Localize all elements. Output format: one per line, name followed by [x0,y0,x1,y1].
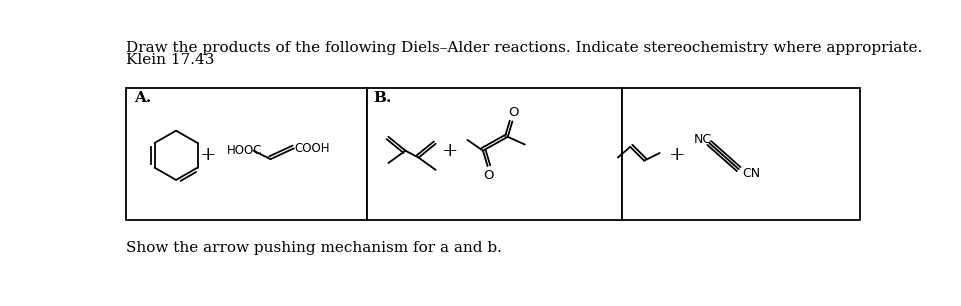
Text: +: + [441,142,457,160]
Bar [126,88,366,220]
Text: Draw the products of the following Diels–Alder reactions. Indicate stereochemist: Draw the products of the following Diels… [126,41,922,55]
Text: +: + [200,146,216,164]
Text: CN: CN [741,167,759,180]
Text: COOH: COOH [294,142,330,155]
Text: NC: NC [693,133,711,146]
Bar [622,88,859,220]
Text: Show the arrow pushing mechanism for a and b.: Show the arrow pushing mechanism for a a… [126,241,502,256]
Text: HOOC: HOOC [227,144,262,157]
Text: Klein 17.43: Klein 17.43 [126,53,214,67]
Text: O: O [482,169,493,182]
Text: A.: A. [135,91,151,105]
Text: O: O [507,106,518,119]
Text: +: + [668,146,684,164]
Text: B.: B. [373,91,391,105]
Bar [366,88,622,220]
